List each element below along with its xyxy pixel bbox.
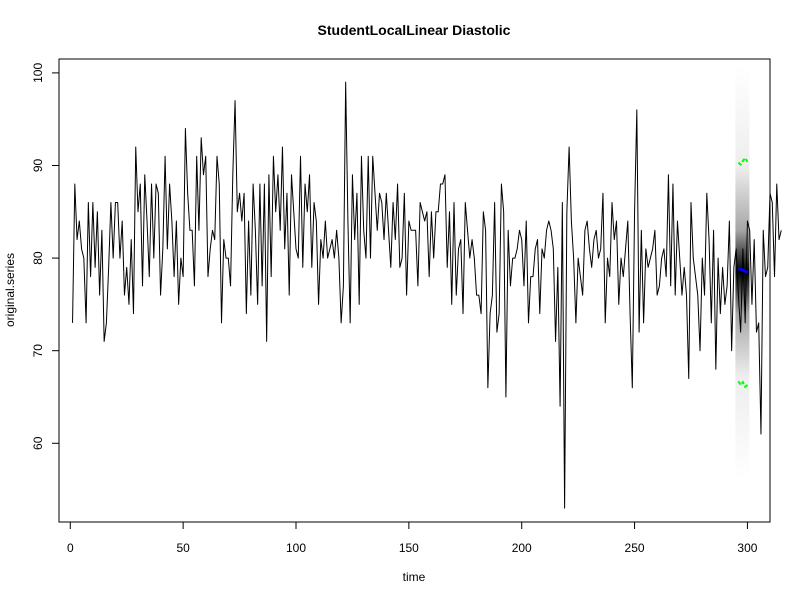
x-tick-label: 300 <box>737 541 757 555</box>
x-tick-label: 250 <box>625 541 645 555</box>
x-tick-label: 150 <box>399 541 419 555</box>
y-tick-label: 90 <box>31 158 45 172</box>
x-tick-label: 100 <box>286 541 306 555</box>
x-tick-label: 0 <box>67 541 74 555</box>
y-tick-label: 100 <box>31 63 45 83</box>
forecast-lower-line <box>737 380 749 389</box>
x-axis: 0 50 100 150 200 250 300 <box>67 521 758 555</box>
y-tick-label: 60 <box>31 436 45 450</box>
y-axis-label: original.series <box>3 253 17 327</box>
chart-title: StudentLocalLinear Diastolic <box>318 22 511 38</box>
x-tick-label: 50 <box>176 541 190 555</box>
y-tick-label: 80 <box>31 251 45 265</box>
x-axis-label: time <box>403 570 426 584</box>
forecast-upper-line <box>737 156 749 167</box>
y-tick-label: 70 <box>31 344 45 358</box>
forecast-median-line <box>738 267 749 275</box>
series-line <box>72 81 782 509</box>
plot-frame <box>58 58 771 523</box>
x-tick-label: 200 <box>512 541 532 555</box>
y-axis: 60 70 80 90 100 <box>31 63 60 450</box>
forecast-lines <box>737 156 749 389</box>
series-layer <box>72 81 782 509</box>
